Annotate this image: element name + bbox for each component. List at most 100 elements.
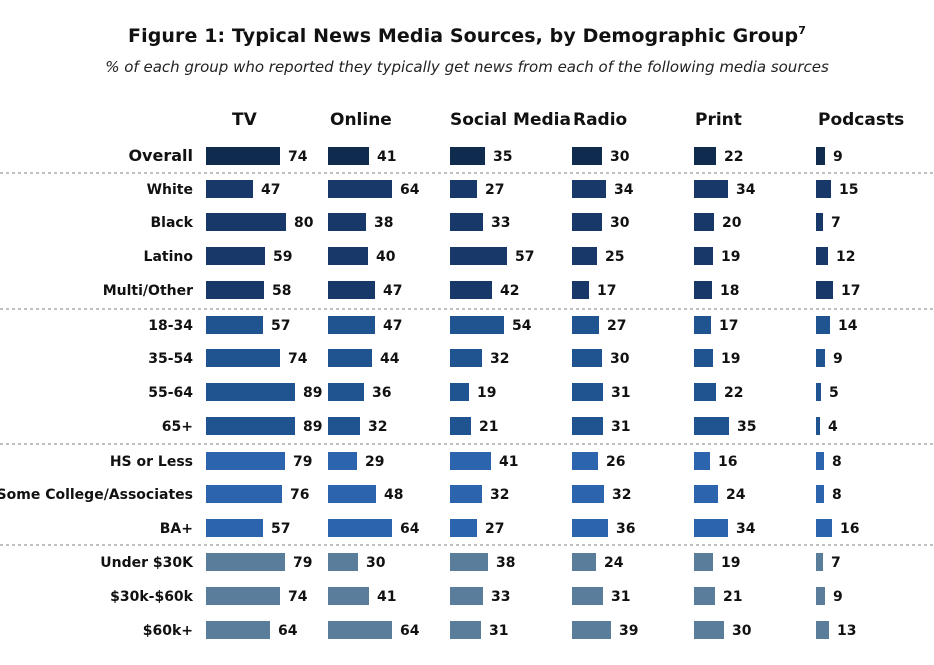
data-label: 8 — [832, 487, 842, 503]
data-label: 17 — [719, 318, 738, 334]
bar-online — [328, 485, 376, 503]
row-label: 65+ — [162, 419, 193, 435]
column-header-tv: TV — [232, 110, 258, 130]
bar-radio — [572, 213, 602, 231]
row-label: Multi/Other — [103, 283, 193, 299]
data-label: 21 — [723, 589, 742, 605]
data-label: 22 — [724, 149, 743, 165]
data-label: 54 — [512, 318, 532, 334]
row-label: White — [147, 182, 193, 198]
bar-tv — [206, 553, 285, 571]
data-label: 18 — [720, 283, 739, 299]
data-label: 31 — [611, 589, 630, 605]
bar-social-media — [450, 553, 488, 571]
data-label: 19 — [721, 249, 740, 265]
data-label: 30 — [610, 351, 630, 367]
data-label: 16 — [718, 454, 737, 470]
chart-title-text: Figure 1: Typical News Media Sources, by… — [128, 25, 799, 47]
data-label: 7 — [831, 215, 841, 231]
data-label: 47 — [261, 182, 280, 198]
data-label: 32 — [368, 419, 387, 435]
bar-podcasts — [816, 553, 823, 571]
bar-podcasts — [816, 147, 825, 165]
data-label: 27 — [485, 182, 504, 198]
chart-subtitle: % of each group who reported they typica… — [105, 58, 829, 76]
chart-title: Figure 1: Typical News Media Sources, by… — [0, 24, 934, 47]
row-label: HS or Less — [110, 454, 193, 470]
bar-radio — [572, 180, 606, 198]
data-label: 76 — [290, 487, 309, 503]
bar-podcasts — [816, 213, 823, 231]
bar-print — [694, 452, 710, 470]
data-label: 33 — [491, 589, 510, 605]
data-label: 34 — [736, 182, 756, 198]
data-label: 24 — [604, 555, 624, 571]
bar-print — [694, 147, 716, 165]
data-label: 5 — [829, 385, 839, 401]
data-label: 64 — [400, 623, 420, 639]
data-label: 14 — [838, 318, 858, 334]
data-label: 64 — [400, 182, 420, 198]
data-label: 20 — [722, 215, 742, 231]
bar-radio — [572, 316, 599, 334]
column-header-radio: Radio — [573, 110, 627, 130]
bar-print — [694, 349, 713, 367]
data-label: 89 — [303, 419, 322, 435]
data-label: 89 — [303, 385, 322, 401]
title-footnote: 7 — [798, 24, 806, 37]
bar-print — [694, 247, 713, 265]
data-label: 31 — [489, 623, 508, 639]
bar-print — [694, 553, 713, 571]
bar-print — [694, 621, 724, 639]
bar-radio — [572, 281, 589, 299]
data-label: 79 — [293, 454, 312, 470]
data-label: 12 — [836, 249, 855, 265]
data-label: 8 — [832, 454, 842, 470]
data-label: 57 — [271, 318, 290, 334]
row-label: 35-54 — [148, 351, 193, 367]
row-label: Overall — [128, 146, 193, 165]
data-label: 34 — [736, 521, 756, 537]
bar-radio — [572, 519, 608, 537]
row-label: Some College/Associates — [0, 487, 193, 503]
bar-tv — [206, 417, 295, 435]
data-label: 9 — [833, 149, 843, 165]
data-label: 64 — [278, 623, 298, 639]
bar-tv — [206, 587, 280, 605]
row-label: $30k-$60k — [110, 589, 194, 605]
data-label: 33 — [491, 215, 510, 231]
bar-social-media — [450, 621, 481, 639]
data-label: 44 — [380, 351, 400, 367]
data-label: 9 — [833, 351, 843, 367]
data-label: 16 — [840, 521, 859, 537]
bar-print — [694, 383, 716, 401]
bar-social-media — [450, 349, 482, 367]
bar-social-media — [450, 180, 477, 198]
data-label: 25 — [605, 249, 624, 265]
data-label: 47 — [383, 318, 402, 334]
bar-online — [328, 383, 364, 401]
data-label: 19 — [477, 385, 496, 401]
row-label: 18-34 — [148, 318, 193, 334]
bar-print — [694, 587, 715, 605]
row-label: $60k+ — [143, 623, 193, 639]
bar-social-media — [450, 452, 491, 470]
bar-tv — [206, 519, 263, 537]
data-label: 57 — [515, 249, 534, 265]
data-label: 17 — [841, 283, 860, 299]
bar-online — [328, 349, 372, 367]
row-label: Latino — [144, 249, 194, 265]
bar-radio — [572, 349, 602, 367]
column-header-social-media: Social Media — [450, 110, 571, 130]
row-label: Black — [150, 215, 193, 231]
bar-online — [328, 213, 366, 231]
data-label: 41 — [377, 149, 396, 165]
data-label: 74 — [288, 589, 308, 605]
data-label: 48 — [384, 487, 403, 503]
bar-podcasts — [816, 519, 832, 537]
bar-radio — [572, 485, 604, 503]
data-label: 13 — [837, 623, 856, 639]
bar-podcasts — [816, 281, 833, 299]
bar-online — [328, 553, 358, 571]
